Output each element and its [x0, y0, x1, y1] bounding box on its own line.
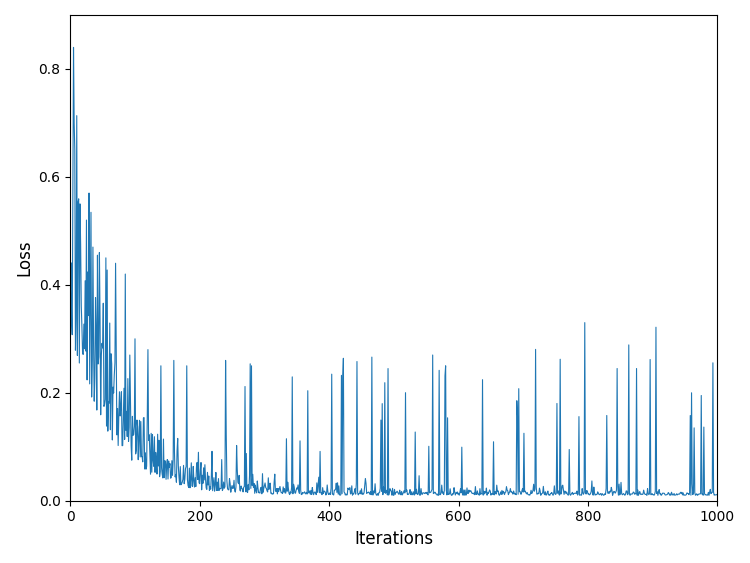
X-axis label: Iterations: Iterations [354, 530, 434, 548]
Y-axis label: Loss: Loss [15, 239, 33, 276]
